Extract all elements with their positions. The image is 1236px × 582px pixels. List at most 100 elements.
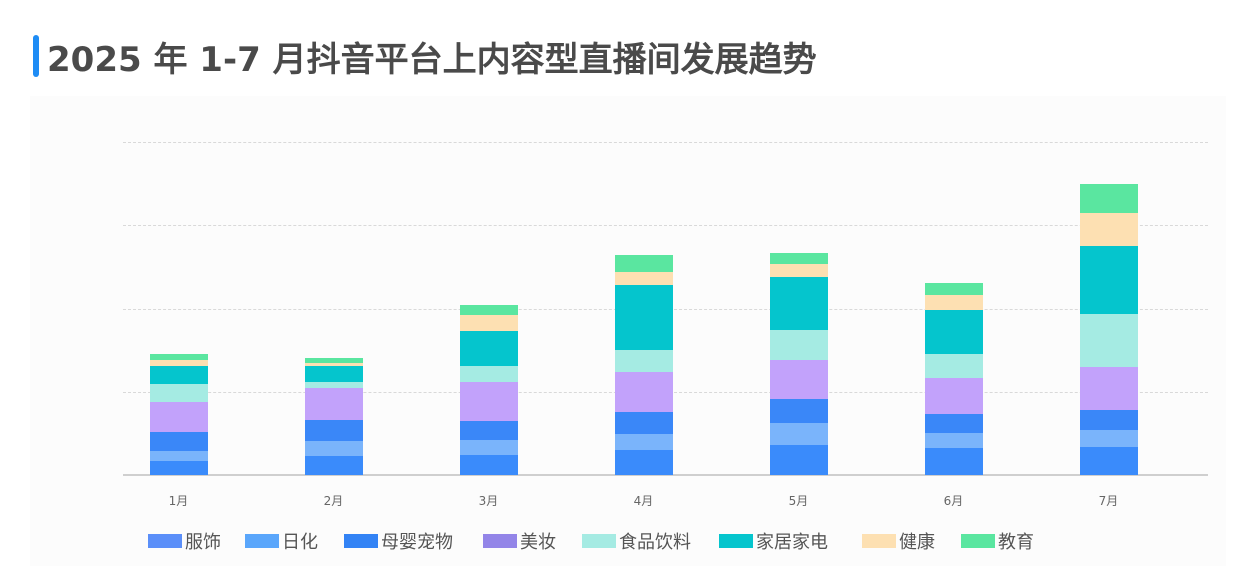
bar-segment[interactable] xyxy=(304,420,363,441)
bar-segment[interactable] xyxy=(149,354,208,360)
legend-label: 美妆 xyxy=(520,532,556,553)
legend-swatch xyxy=(148,534,182,548)
bar-segment[interactable] xyxy=(1079,246,1138,314)
bar-segment[interactable] xyxy=(304,456,363,475)
bar-segment[interactable] xyxy=(149,451,208,461)
bar-segment[interactable] xyxy=(1079,430,1138,447)
legend-label: 食品饮料 xyxy=(619,532,691,553)
legend-swatch xyxy=(245,534,279,548)
bar-segment[interactable] xyxy=(924,354,983,378)
bar-segment[interactable] xyxy=(769,399,828,423)
bar-segment[interactable] xyxy=(304,363,363,366)
legend-item[interactable]: 日化 xyxy=(245,528,318,554)
bar-segment[interactable] xyxy=(614,272,673,285)
legend-label: 家居家电 xyxy=(756,532,828,553)
stacked-bar[interactable] xyxy=(614,255,673,475)
bar-segment[interactable] xyxy=(924,295,983,310)
legend-swatch xyxy=(582,534,616,548)
bar-segment[interactable] xyxy=(1079,447,1138,475)
bar-segment[interactable] xyxy=(769,423,828,445)
x-tick-label: 7月 xyxy=(1098,494,1119,508)
x-tick-label: 6月 xyxy=(943,494,964,508)
gridline xyxy=(123,142,1208,143)
bar-segment[interactable] xyxy=(1079,184,1138,213)
bar-segment[interactable] xyxy=(459,366,518,382)
bar-segment[interactable] xyxy=(149,432,208,451)
bar-segment[interactable] xyxy=(459,455,518,475)
bar-segment[interactable] xyxy=(304,382,363,388)
legend-swatch xyxy=(862,534,896,548)
x-tick-label: 4月 xyxy=(633,494,654,508)
plot-area xyxy=(123,142,1208,476)
gridline xyxy=(123,225,1208,227)
legend-swatch xyxy=(483,534,517,548)
x-axis-line xyxy=(123,474,1208,476)
bar-segment[interactable] xyxy=(149,366,208,384)
stacked-bar[interactable] xyxy=(304,358,363,475)
legend-label: 日化 xyxy=(282,532,318,553)
x-tick-label: 5月 xyxy=(788,494,809,508)
x-tick-label: 1月 xyxy=(168,494,189,508)
legend-label: 服饰 xyxy=(185,532,221,553)
chart-title-block: 2025 年 1-7 月抖音平台上内容型直播间发展趋势 xyxy=(33,34,817,80)
bar-segment[interactable] xyxy=(769,360,828,399)
legend-item[interactable]: 美妆 xyxy=(483,528,556,554)
bar-segment[interactable] xyxy=(149,461,208,475)
legend-item[interactable]: 家居家电 xyxy=(719,528,828,554)
bar-segment[interactable] xyxy=(924,283,983,295)
bar-segment[interactable] xyxy=(149,360,208,366)
bar-segment[interactable] xyxy=(614,285,673,350)
bar-segment[interactable] xyxy=(924,378,983,414)
bar-segment[interactable] xyxy=(614,412,673,434)
bar-segment[interactable] xyxy=(149,384,208,402)
legend-label: 教育 xyxy=(998,532,1034,553)
bar-segment[interactable] xyxy=(769,330,828,360)
legend-label: 健康 xyxy=(899,532,935,553)
bar-segment[interactable] xyxy=(459,440,518,455)
legend-item[interactable]: 教育 xyxy=(961,528,1034,554)
bar-segment[interactable] xyxy=(1079,314,1138,367)
bar-segment[interactable] xyxy=(304,358,363,363)
legend-swatch xyxy=(719,534,753,548)
bar-segment[interactable] xyxy=(614,255,673,272)
bar-segment[interactable] xyxy=(769,277,828,330)
chart-title: 2025 年 1-7 月抖音平台上内容型直播间发展趋势 xyxy=(47,39,817,80)
bar-segment[interactable] xyxy=(614,350,673,372)
bar-segment[interactable] xyxy=(1079,213,1138,246)
stacked-bar[interactable] xyxy=(924,283,983,475)
bar-segment[interactable] xyxy=(1079,410,1138,430)
stacked-bar[interactable] xyxy=(149,354,208,475)
legend-swatch xyxy=(344,534,378,548)
bar-segment[interactable] xyxy=(924,310,983,354)
bar-segment[interactable] xyxy=(149,402,208,432)
legend-item[interactable]: 食品饮料 xyxy=(582,528,691,554)
bar-segment[interactable] xyxy=(614,450,673,475)
legend-label: 母婴宠物 xyxy=(381,532,453,553)
bar-segment[interactable] xyxy=(304,388,363,420)
bar-segment[interactable] xyxy=(769,253,828,264)
legend-item[interactable]: 服饰 xyxy=(148,528,221,554)
stacked-bar[interactable] xyxy=(1079,184,1138,475)
bar-segment[interactable] xyxy=(459,315,518,331)
bar-segment[interactable] xyxy=(459,421,518,440)
legend-swatch xyxy=(961,534,995,548)
bar-segment[interactable] xyxy=(459,331,518,366)
stacked-bar[interactable] xyxy=(459,305,518,475)
bar-segment[interactable] xyxy=(459,305,518,315)
bar-segment[interactable] xyxy=(769,445,828,475)
legend-item[interactable]: 健康 xyxy=(862,528,935,554)
bar-segment[interactable] xyxy=(1079,367,1138,410)
bar-segment[interactable] xyxy=(304,441,363,456)
bar-segment[interactable] xyxy=(924,448,983,475)
bar-segment[interactable] xyxy=(924,414,983,433)
x-tick-label: 3月 xyxy=(478,494,499,508)
bar-segment[interactable] xyxy=(304,366,363,382)
bar-segment[interactable] xyxy=(614,434,673,450)
title-accent-bar xyxy=(33,35,39,77)
bar-segment[interactable] xyxy=(614,372,673,412)
bar-segment[interactable] xyxy=(459,382,518,421)
stacked-bar[interactable] xyxy=(769,253,828,475)
bar-segment[interactable] xyxy=(924,433,983,448)
bar-segment[interactable] xyxy=(769,264,828,277)
legend-item[interactable]: 母婴宠物 xyxy=(344,528,453,554)
